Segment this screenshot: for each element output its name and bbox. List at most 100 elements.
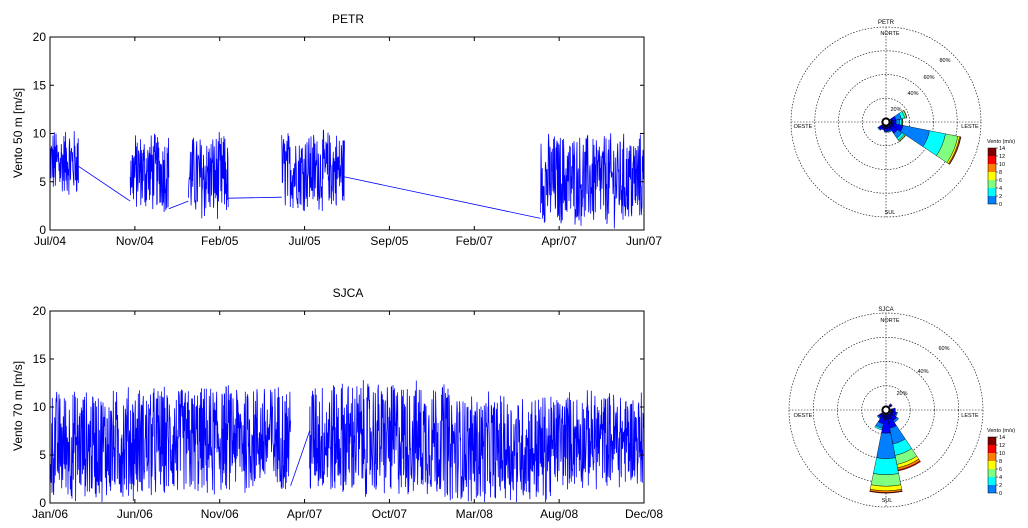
legend-swatch: [988, 477, 996, 485]
y-tick-label: 0: [39, 496, 46, 510]
direction-label-north: NORTE: [880, 318, 899, 324]
rose-petal-band: [873, 457, 899, 475]
series-segment: [215, 385, 291, 493]
rose-petal-band: [890, 408, 894, 412]
wind-rose-sjca: SJCA NORTE SUL LESTE OESTE 20% 40% 60% V…: [788, 307, 1015, 508]
speed-legend: Vento (m/s) 14 12 10 8 6 4 2 0: [987, 139, 1015, 208]
series-segment: [120, 386, 217, 502]
series-segment: [447, 391, 556, 503]
legend-swatch: [988, 188, 996, 196]
direction-label-east: LESTE: [961, 124, 979, 130]
direction-label-south: SUL: [882, 498, 893, 504]
legend-tick-label: 4: [999, 475, 1002, 481]
y-tick-label: 20: [33, 304, 47, 318]
wind-rose-petr: PETR NORTE SUL LESTE OESTE 20% 40% 60% 8…: [790, 20, 1015, 218]
ring-label: 60%: [938, 346, 949, 352]
legend-swatch: [988, 196, 996, 204]
y-tick-label: 10: [33, 400, 47, 414]
rose-petal-band: [887, 129, 893, 133]
series-segment: [129, 133, 170, 213]
series-segment: [290, 430, 310, 486]
y-tick-label: 15: [33, 78, 47, 92]
legend-title: Vento (m/s): [987, 139, 1015, 145]
y-tick-label: 0: [39, 223, 46, 237]
y-ticks: 0 5 10 15 20: [33, 30, 644, 237]
rose-petal-band: [889, 403, 893, 407]
x-tick-label: Dec/08: [625, 507, 663, 521]
legend-tick-label: 2: [999, 483, 1002, 489]
y-ticks: 0 5 10 15 20: [33, 304, 644, 510]
y-tick-label: 10: [33, 127, 47, 141]
legend-tick-label: 14: [999, 435, 1005, 441]
timeseries-title: SJCA: [333, 286, 364, 300]
legend-tick-label: 4: [999, 186, 1002, 192]
legend-tick-label: 0: [999, 491, 1002, 497]
series-segment: [309, 380, 449, 497]
x-tick-label: Feb/07: [456, 234, 494, 248]
wind-speed-series: [49, 129, 645, 229]
series-segment: [188, 131, 229, 219]
legend-swatch: [988, 485, 996, 493]
rose-petal-band: [870, 473, 902, 487]
legend-swatch: [988, 156, 996, 164]
x-tick-label: Jun/07: [626, 234, 662, 248]
rose-petal-band: [901, 118, 904, 126]
y-tick-label: 15: [33, 352, 47, 366]
rose-petal-band: [892, 416, 899, 423]
x-tick-label: Sep/05: [370, 234, 408, 248]
legend-tick-label: 10: [999, 162, 1005, 168]
rose-petals: [869, 403, 921, 494]
rose-title: SJCA: [878, 307, 893, 313]
y-tick-label: 20: [33, 30, 47, 44]
rose-petal-band: [903, 109, 908, 119]
series-segment: [228, 196, 282, 199]
direction-label-south: SUL: [885, 210, 896, 216]
legend-title: Vento (m/s): [987, 428, 1015, 434]
rose-ring: [861, 97, 911, 147]
rose-petal-band: [895, 119, 900, 125]
legend-frame: [987, 436, 997, 494]
x-tick-label: Jun/06: [117, 507, 153, 521]
timeseries-title: PETR: [332, 12, 364, 26]
series-segment: [168, 200, 189, 210]
legend-swatch: [988, 172, 996, 180]
ring-label: 40%: [917, 369, 928, 375]
legend-swatch: [988, 180, 996, 188]
legend-tick-label: 14: [999, 146, 1005, 152]
x-ticks: Jan/06 Jun/06 Nov/06 Apr/07 Oct/07 Mar/08 Aug/…: [32, 311, 663, 521]
direction-label-west: OESTE: [794, 124, 813, 130]
series-segment: [78, 165, 131, 202]
x-tick-label: Mar/08: [456, 507, 494, 521]
timeseries-petr: PETR Vento 50 m [m/s] 0 5 10 15 20 Jul/04 Nov…: [11, 12, 662, 248]
ring-label: 60%: [923, 75, 934, 81]
rose-labels: NORTE SUL LESTE OESTE 20% 40% 60% 80%: [794, 31, 979, 216]
x-tick-label: Apr/07: [541, 234, 577, 248]
rose-petal-band: [892, 407, 896, 413]
legend-swatch: [988, 453, 996, 461]
rose-title: PETR: [878, 20, 895, 26]
rose-petal-band: [874, 425, 883, 431]
rose-center: [881, 117, 891, 127]
rose-grid: [790, 26, 982, 218]
rose-petal-band: [869, 490, 903, 494]
ring-label: 80%: [939, 58, 950, 64]
y-tick-label: 5: [39, 448, 46, 462]
speed-legend: Vento (m/s) 14 12 10 8 6 4 2 0: [987, 428, 1015, 497]
series-segment: [540, 133, 645, 229]
rose-petals: [877, 109, 962, 165]
x-tick-label: Jul/05: [289, 234, 321, 248]
legend-tick-label: 12: [999, 443, 1005, 449]
series-segment: [49, 390, 122, 503]
legend-tick-label: 6: [999, 178, 1002, 184]
legend-tick-label: 10: [999, 451, 1005, 457]
timeseries-sjca: SJCA Vento 70 m [m/s] 0 5 10 15 20 Jan/06 Jun…: [11, 286, 663, 521]
legend-swatch: [988, 437, 996, 445]
legend-swatch: [988, 469, 996, 477]
series-segment: [281, 129, 345, 212]
wind-speed-series: [49, 380, 645, 503]
series-segment: [49, 131, 79, 195]
x-ticks: Jul/04 Nov/04 Feb/05 Jul/05 Sep/05 Feb/07 Apr/…: [34, 37, 662, 248]
legend-tick-label: 12: [999, 154, 1005, 160]
y-axis-label: Vento 50 m [m/s]: [11, 88, 25, 178]
rose-petal-band: [898, 134, 906, 142]
